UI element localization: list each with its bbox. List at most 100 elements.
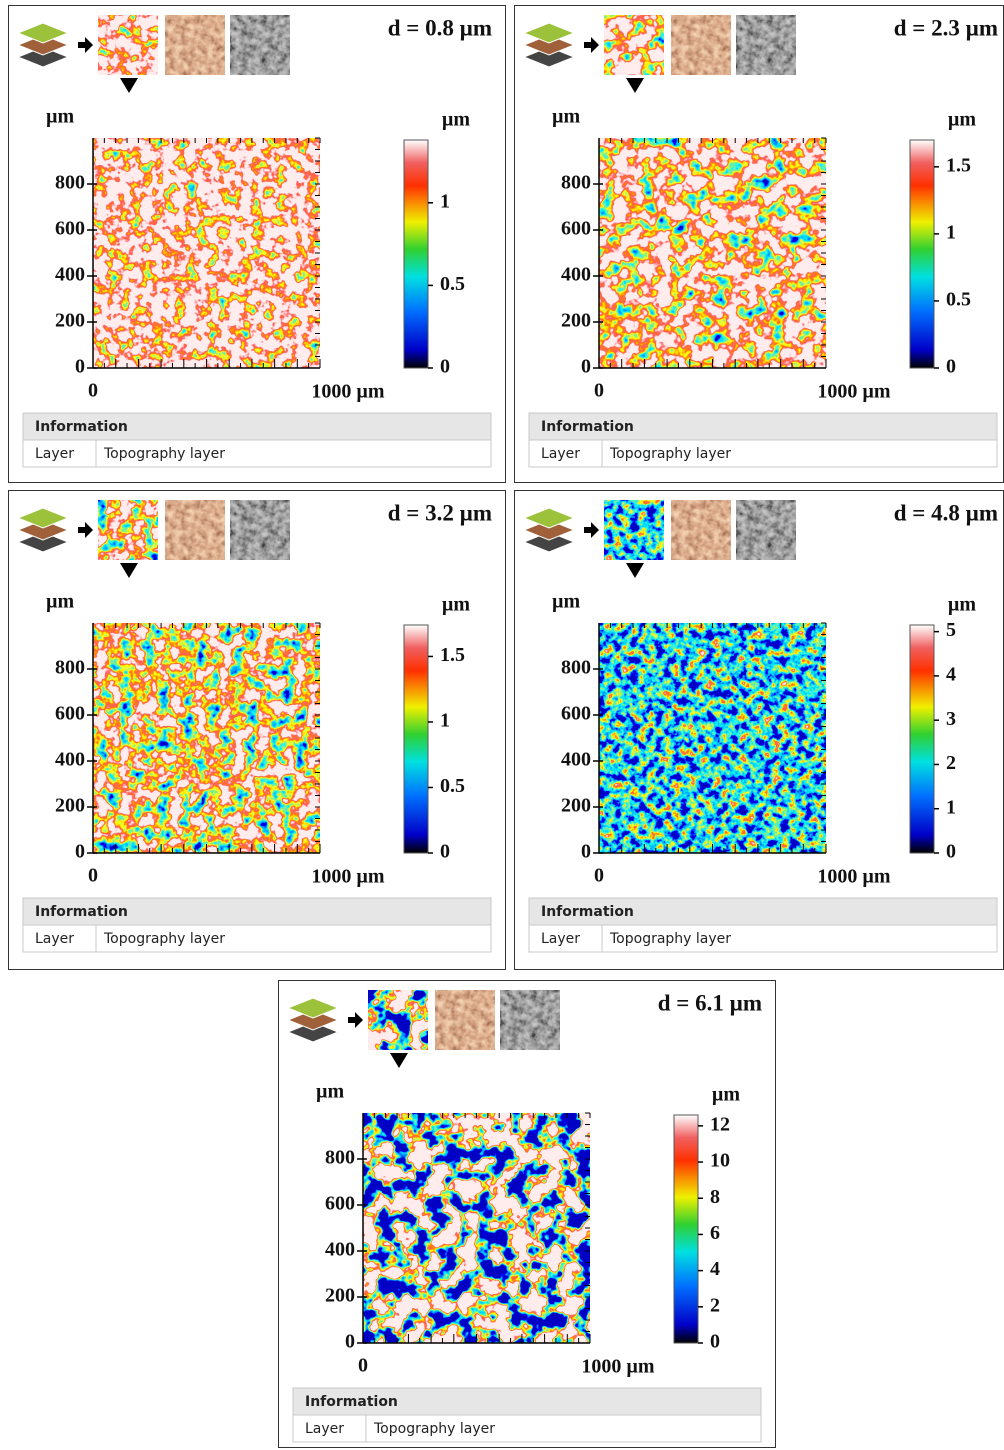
y-tick-label: 800: [325, 1147, 355, 1169]
panel: d = 3.2 µm µm 0 200 400 600 800 0 1000 µm µm 0 0.5 1…: [8, 490, 506, 970]
info-row: [528, 924, 998, 953]
colorbar-tick-label: 2: [946, 752, 956, 774]
colorbar: [909, 139, 935, 369]
panel-title: d = 2.3 µm: [894, 15, 998, 40]
info-label: Layer: [35, 446, 74, 462]
layer-icon: [522, 22, 576, 44]
colorbar-unit: µm: [442, 594, 471, 616]
y-tick-label: 0: [581, 356, 591, 378]
y-tick-label: 400: [55, 264, 85, 286]
thumbnail: [735, 14, 797, 76]
x-tick-label: 1000 µm: [817, 381, 891, 403]
info-title: Information: [541, 904, 634, 920]
topography-map: [599, 138, 826, 368]
y-tick-label: 600: [561, 703, 591, 725]
colorbar-tick-label: 0: [440, 841, 450, 863]
x-tick-label: 1000 µm: [311, 866, 385, 888]
y-tick-label: 400: [561, 749, 591, 771]
colorbar-tick-label: 0.5: [946, 289, 971, 311]
info-header: [528, 412, 998, 441]
thumbnail: [499, 989, 561, 1051]
colorbar-tick-label: 3: [946, 708, 956, 730]
thumbnail: [670, 14, 732, 76]
selector-triangle: [120, 78, 138, 93]
thumbnail: [367, 989, 429, 1051]
info-value: Topography layer: [609, 446, 731, 462]
colorbar-tick-label: 10: [710, 1150, 730, 1172]
colorbar-tick-label: 1.5: [440, 644, 465, 666]
info-row: [528, 439, 998, 468]
y-tick-label: 200: [561, 795, 591, 817]
colorbar: [909, 624, 935, 854]
panel: d = 0.8 µm µm 0 200 400 600 800 0 1000 µm µm 0 0.5 1…: [8, 5, 506, 483]
y-tick-label: 0: [75, 841, 85, 863]
panel: d = 2.3 µm µm 0 200 400 600 800 0 1000 µm µm 0 0.5 1…: [514, 5, 1004, 483]
y-tick-label: 200: [561, 310, 591, 332]
y-unit: µm: [316, 1081, 345, 1103]
y-tick-label: 0: [75, 356, 85, 378]
colorbar-tick-label: 0: [946, 841, 956, 863]
topography-map: [363, 1113, 590, 1343]
thumbnail: [164, 14, 226, 76]
y-tick-label: 0: [581, 841, 591, 863]
x-tick-label: 0: [594, 380, 604, 402]
arrow-icon: [584, 522, 599, 538]
colorbar-tick-label: 1: [440, 710, 450, 732]
x-tick-label: 1000 µm: [581, 1356, 655, 1378]
colorbar-tick-label: 0: [710, 1331, 720, 1353]
thumbnail: [603, 14, 665, 76]
colorbar-tick-label: 4: [710, 1258, 720, 1280]
info-label: Layer: [305, 1421, 344, 1437]
y-tick-label: 800: [55, 172, 85, 194]
y-tick-label: 400: [55, 749, 85, 771]
y-tick-label: 200: [325, 1285, 355, 1307]
colorbar-unit: µm: [442, 109, 471, 131]
colorbar-tick-label: 4: [946, 664, 956, 686]
colorbar-unit: µm: [712, 1084, 741, 1106]
colorbar-tick-label: 1: [440, 190, 450, 212]
info-row: [22, 924, 492, 953]
y-tick-label: 800: [55, 657, 85, 679]
thumbnail: [735, 499, 797, 561]
colorbar-tick-label: 1: [946, 796, 956, 818]
y-tick-label: 200: [55, 795, 85, 817]
y-tick-label: 600: [325, 1193, 355, 1215]
panel-title: d = 6.1 µm: [658, 990, 762, 1015]
colorbar: [673, 1114, 699, 1344]
panel: d = 6.1 µm µm 0 200 400 600 800 0 1000 µm µm 0 2 4 6 8…: [278, 980, 776, 1448]
topography-map: [93, 623, 320, 853]
x-tick-label: 0: [88, 865, 98, 887]
thumbnail: [97, 499, 159, 561]
colorbar-tick-label: 0.5: [440, 775, 465, 797]
info-label: Layer: [541, 446, 580, 462]
thumbnail: [603, 499, 665, 561]
x-tick-label: 0: [358, 1355, 368, 1377]
selector-triangle: [626, 563, 644, 578]
colorbar: [403, 139, 429, 369]
y-tick-label: 600: [561, 218, 591, 240]
thumbnail: [97, 14, 159, 76]
x-tick-label: 0: [594, 865, 604, 887]
thumbnail: [670, 499, 732, 561]
selector-triangle: [390, 1053, 408, 1068]
panel-title: d = 4.8 µm: [894, 500, 998, 525]
info-title: Information: [541, 419, 634, 435]
topography-map: [599, 623, 826, 853]
colorbar-unit: µm: [948, 109, 977, 131]
arrow-icon: [78, 37, 93, 53]
x-tick-label: 1000 µm: [817, 866, 891, 888]
arrow-icon: [584, 37, 599, 53]
y-unit: µm: [46, 106, 75, 128]
panel: d = 4.8 µm µm 0 200 400 600 800 0 1000 µm µm 0 1 2 3 4…: [514, 490, 1004, 970]
colorbar-tick-label: 2: [710, 1294, 720, 1316]
info-header: [528, 897, 998, 926]
y-tick-label: 0: [345, 1331, 355, 1353]
colorbar-tick-label: 12: [710, 1113, 730, 1135]
layer-icon: [16, 507, 70, 529]
info-header: [292, 1387, 762, 1416]
y-unit: µm: [46, 591, 75, 613]
colorbar-tick-label: 8: [710, 1186, 720, 1208]
layer-icon: [16, 22, 70, 44]
selector-triangle: [626, 78, 644, 93]
